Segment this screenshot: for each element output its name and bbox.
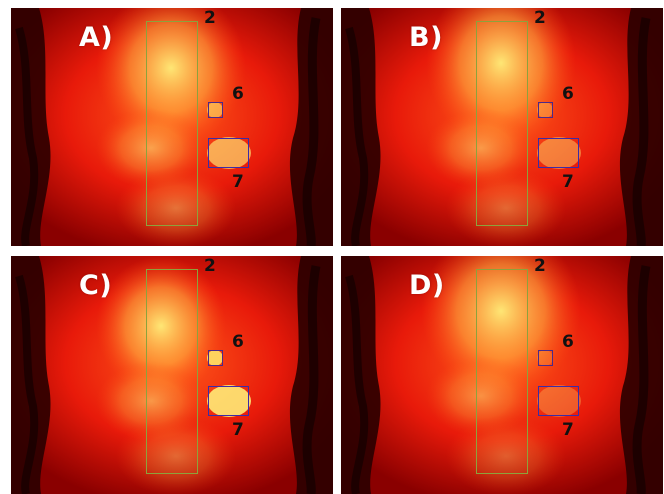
roi-2-box (476, 21, 528, 226)
roi-7-box (538, 386, 579, 416)
region-label-2: 2 (204, 256, 216, 276)
thermal-image-d (341, 256, 663, 494)
thermal-panel-d: D) 2 6 7 (341, 256, 663, 494)
region-label-7: 7 (562, 420, 574, 440)
roi-6-hotspot (207, 350, 223, 366)
panel-label-d: D) (409, 270, 445, 301)
thermal-panel-c: C) 2 6 7 (11, 256, 333, 494)
roi-6-box (538, 350, 553, 366)
panel-label-c: C) (79, 270, 113, 301)
roi-7-box (208, 138, 249, 168)
region-label-7: 7 (232, 172, 244, 192)
region-label-6: 6 (562, 332, 574, 352)
panel-label-b: B) (409, 22, 443, 53)
roi-2-box (476, 269, 528, 474)
hotspot-group-a (207, 102, 251, 169)
thermal-image-c (11, 256, 333, 494)
hotspot-group-d (537, 350, 581, 417)
roi-7-hotspot (537, 385, 581, 417)
roi-2-box (146, 269, 198, 474)
roi-7-hotspot (207, 137, 251, 169)
region-label-7: 7 (232, 420, 244, 440)
region-label-6: 6 (232, 84, 244, 104)
roi-7-hotspot (537, 137, 581, 169)
roi-7-hotspot (207, 385, 251, 417)
region-label-2: 2 (534, 256, 546, 276)
hotspot-group-c (207, 350, 251, 417)
roi-2-box (146, 21, 198, 226)
roi-7-box (208, 386, 249, 416)
roi-6-hotspot (537, 350, 553, 366)
thermal-image-b (341, 8, 663, 246)
region-label-7: 7 (562, 172, 574, 192)
roi-6-hotspot (537, 102, 553, 118)
region-label-2: 2 (534, 8, 546, 28)
hotspot-group-b (537, 102, 581, 169)
roi-6-hotspot (207, 102, 223, 118)
region-label-6: 6 (562, 84, 574, 104)
region-label-6: 6 (232, 332, 244, 352)
roi-6-box (538, 102, 553, 118)
thermal-panel-b: B) 2 6 7 (341, 8, 663, 246)
roi-6-box (208, 102, 223, 118)
thermal-panel-a: A) 2 6 7 (11, 8, 333, 246)
roi-7-box (538, 138, 579, 168)
roi-6-box (208, 350, 223, 366)
panel-label-a: A) (79, 22, 114, 53)
region-label-2: 2 (204, 8, 216, 28)
